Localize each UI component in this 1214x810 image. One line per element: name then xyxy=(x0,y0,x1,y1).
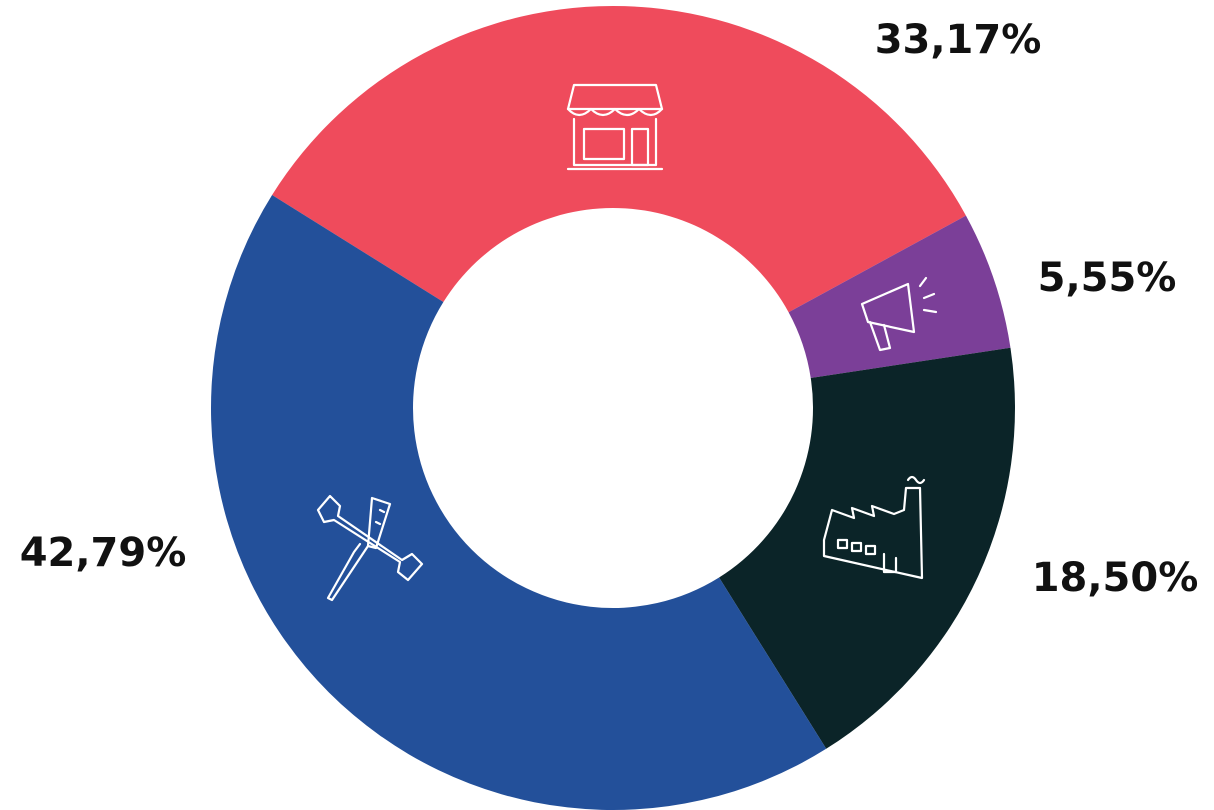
factory-icon xyxy=(822,475,926,580)
value-label: 33,17% xyxy=(875,17,1042,63)
slice xyxy=(210,194,827,810)
shop-icon xyxy=(566,83,664,171)
value-label: 18,50% xyxy=(1032,555,1199,601)
slice xyxy=(788,215,1011,379)
value-label: 5,55% xyxy=(1038,255,1177,301)
labels: 33,17% 5,55% 18,50% 42,79% xyxy=(20,17,1199,601)
slices xyxy=(210,6,1015,810)
tools-icon xyxy=(316,494,424,602)
value-label: 42,79% xyxy=(20,530,187,576)
megaphone-icon xyxy=(860,276,938,352)
